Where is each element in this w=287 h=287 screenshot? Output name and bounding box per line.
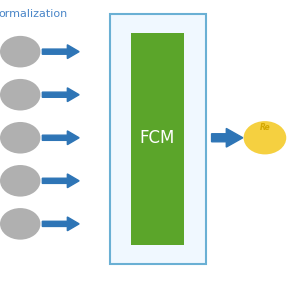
FancyArrow shape [42, 45, 79, 59]
Circle shape [0, 79, 40, 110]
Bar [131, 33, 184, 245]
FancyArrow shape [42, 217, 79, 231]
Circle shape [0, 165, 40, 197]
FancyArrow shape [42, 174, 79, 188]
Circle shape [244, 121, 286, 154]
FancyArrow shape [42, 131, 79, 145]
Text: FCM: FCM [140, 129, 175, 147]
Text: ormalization: ormalization [0, 9, 68, 19]
FancyArrow shape [42, 88, 79, 102]
Circle shape [0, 122, 40, 154]
FancyArrow shape [212, 129, 243, 147]
Circle shape [0, 208, 40, 240]
Text: Re: Re [260, 123, 270, 132]
Bar [110, 14, 206, 264]
Circle shape [0, 36, 40, 67]
